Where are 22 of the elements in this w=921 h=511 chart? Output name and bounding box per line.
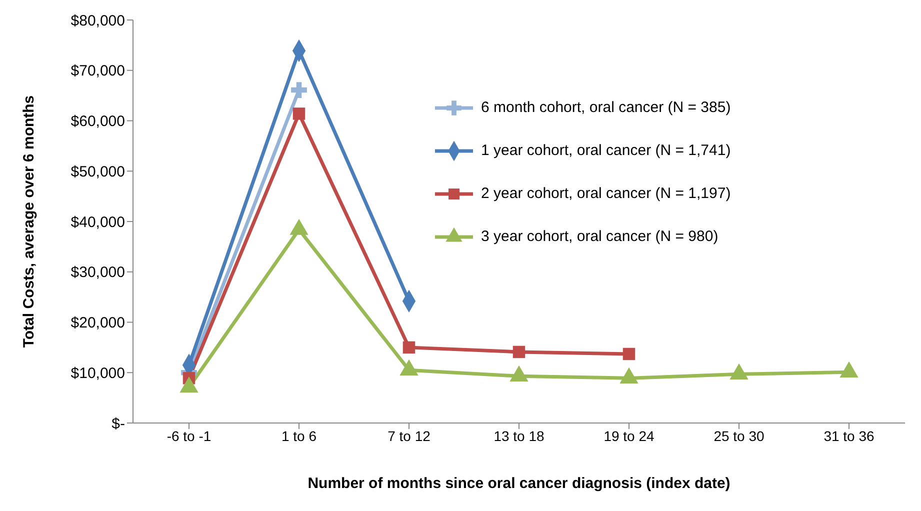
legend-label: 6 month cohort, oral cancer (N = 385) — [481, 99, 731, 116]
y-tick-label: $40,000 — [70, 214, 125, 231]
y-tick-label: $70,000 — [70, 62, 125, 80]
y-tick-label: $20,000 — [70, 314, 125, 332]
y-tick-label: $80,000 — [70, 12, 125, 30]
y-axis-title: Total Costs, average over 6 months — [20, 95, 38, 348]
legend-label: 2 year cohort, oral cancer (N = 1,197) — [481, 185, 731, 202]
y-tick-label: $60,000 — [70, 113, 125, 130]
x-tick-label: 19 to 24 — [604, 428, 655, 444]
x-tick-label: 25 to 30 — [714, 428, 765, 444]
x-tick-label: 1 to 6 — [281, 428, 317, 444]
y-tick-label: $- — [112, 415, 125, 432]
y-tick-label: $50,000 — [70, 163, 125, 180]
y-tick-label: $30,000 — [70, 264, 125, 282]
legend-label: 1 year cohort, oral cancer (N = 1,741) — [481, 142, 731, 159]
y-tick-label: $10,000 — [70, 364, 125, 382]
x-tick-label: 31 to 36 — [824, 428, 875, 444]
x-tick-label: 13 to 18 — [494, 428, 545, 444]
legend-label: 3 year cohort, oral cancer (N = 980) — [481, 228, 718, 245]
x-tick-label: 7 to 12 — [388, 428, 431, 444]
x-axis-title: Number of months since oral cancer diagnosis (index date) — [308, 475, 730, 492]
x-tick-label: -6 to -1 — [166, 428, 212, 444]
